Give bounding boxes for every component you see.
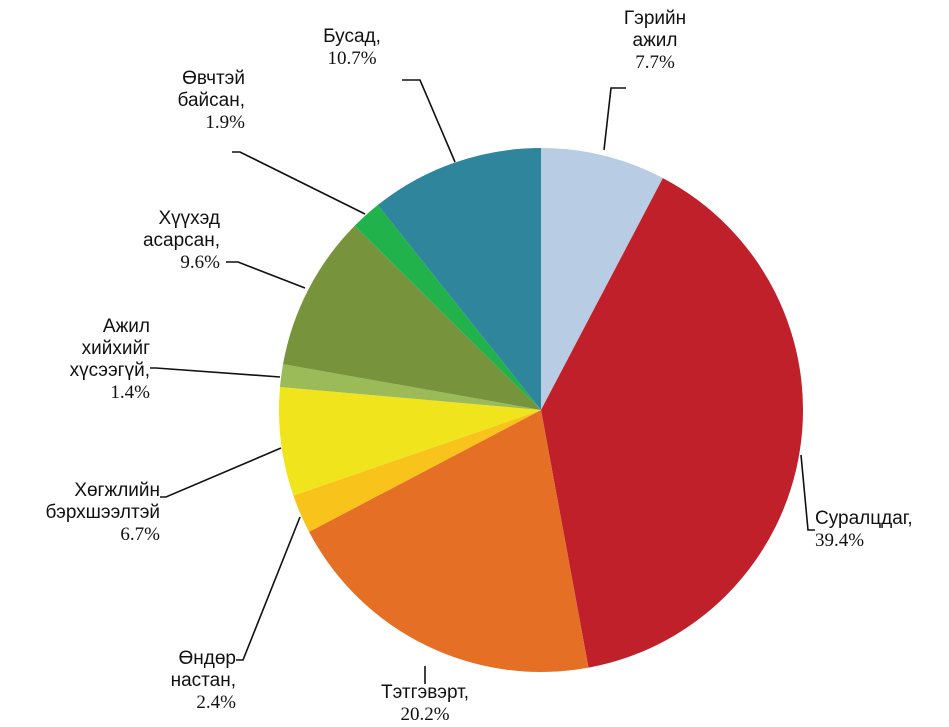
- slice-label: Бусад, 10.7%: [323, 26, 381, 70]
- leader-line: [226, 261, 306, 289]
- slice-label: Өвчтэй байсан, 1.9%: [178, 68, 245, 134]
- slice-value: 1.4%: [110, 382, 150, 403]
- slice-name: Өвчтэй байсан,: [177, 68, 246, 111]
- leader-line: [402, 79, 456, 163]
- leader-line: [800, 454, 815, 531]
- slice-name: Хүүхэд асарсан,: [142, 208, 221, 251]
- pie-slice: [354, 205, 541, 410]
- slice-value: 9.6%: [180, 252, 220, 273]
- leader-line: [603, 87, 626, 151]
- pie-slice: [541, 178, 804, 668]
- slice-name: Тэтгэвэрт,: [380, 682, 470, 703]
- leader-line: [160, 447, 282, 498]
- slice-name: Ажил хийхийг хүсээгүй,: [69, 316, 151, 381]
- slice-value: 6.7%: [120, 524, 160, 545]
- slice-value: 10.7%: [327, 48, 377, 69]
- slice-label: Гэрийн ажил 7.7%: [624, 8, 686, 74]
- slice-name: Хөгжлийн бэрхшээлтэй: [45, 480, 160, 523]
- slice-value: 7.7%: [635, 52, 675, 73]
- slice-label: Хүүхэд асарсан, 9.6%: [143, 208, 220, 274]
- slice-label: Хөгжлийн бэрхшээлтэй 6.7%: [45, 480, 160, 546]
- leader-line: [232, 151, 366, 215]
- pie-slice: [280, 364, 541, 410]
- slice-name: Суралцдаг,: [815, 508, 913, 529]
- pie-slice: [541, 148, 663, 410]
- pie-slice: [377, 148, 541, 410]
- pie-slice: [279, 386, 541, 496]
- pie-slice: [283, 225, 541, 410]
- slice-value: 39.4%: [815, 530, 865, 551]
- slice-value: 20.2%: [400, 704, 450, 725]
- slice-label: Тэтгэвэрт, 20.2%: [381, 682, 469, 726]
- leader-line: [236, 516, 301, 661]
- slice-label: Өндөр настан, 2.4%: [171, 648, 236, 714]
- pie-slice: [293, 410, 541, 532]
- slice-value: 1.9%: [205, 112, 245, 133]
- slice-name: Өндөр настан,: [170, 648, 236, 691]
- pie-slice: [309, 410, 589, 672]
- slice-label: Суралцдаг, 39.4%: [815, 508, 913, 552]
- slice-name: Гэрийн ажил: [623, 8, 687, 51]
- slice-value: 2.4%: [196, 692, 236, 713]
- slice-label: Ажил хийхийг хүсээгүй, 1.4%: [70, 316, 150, 404]
- slice-name: Бусад,: [323, 26, 381, 47]
- leader-line: [150, 367, 281, 378]
